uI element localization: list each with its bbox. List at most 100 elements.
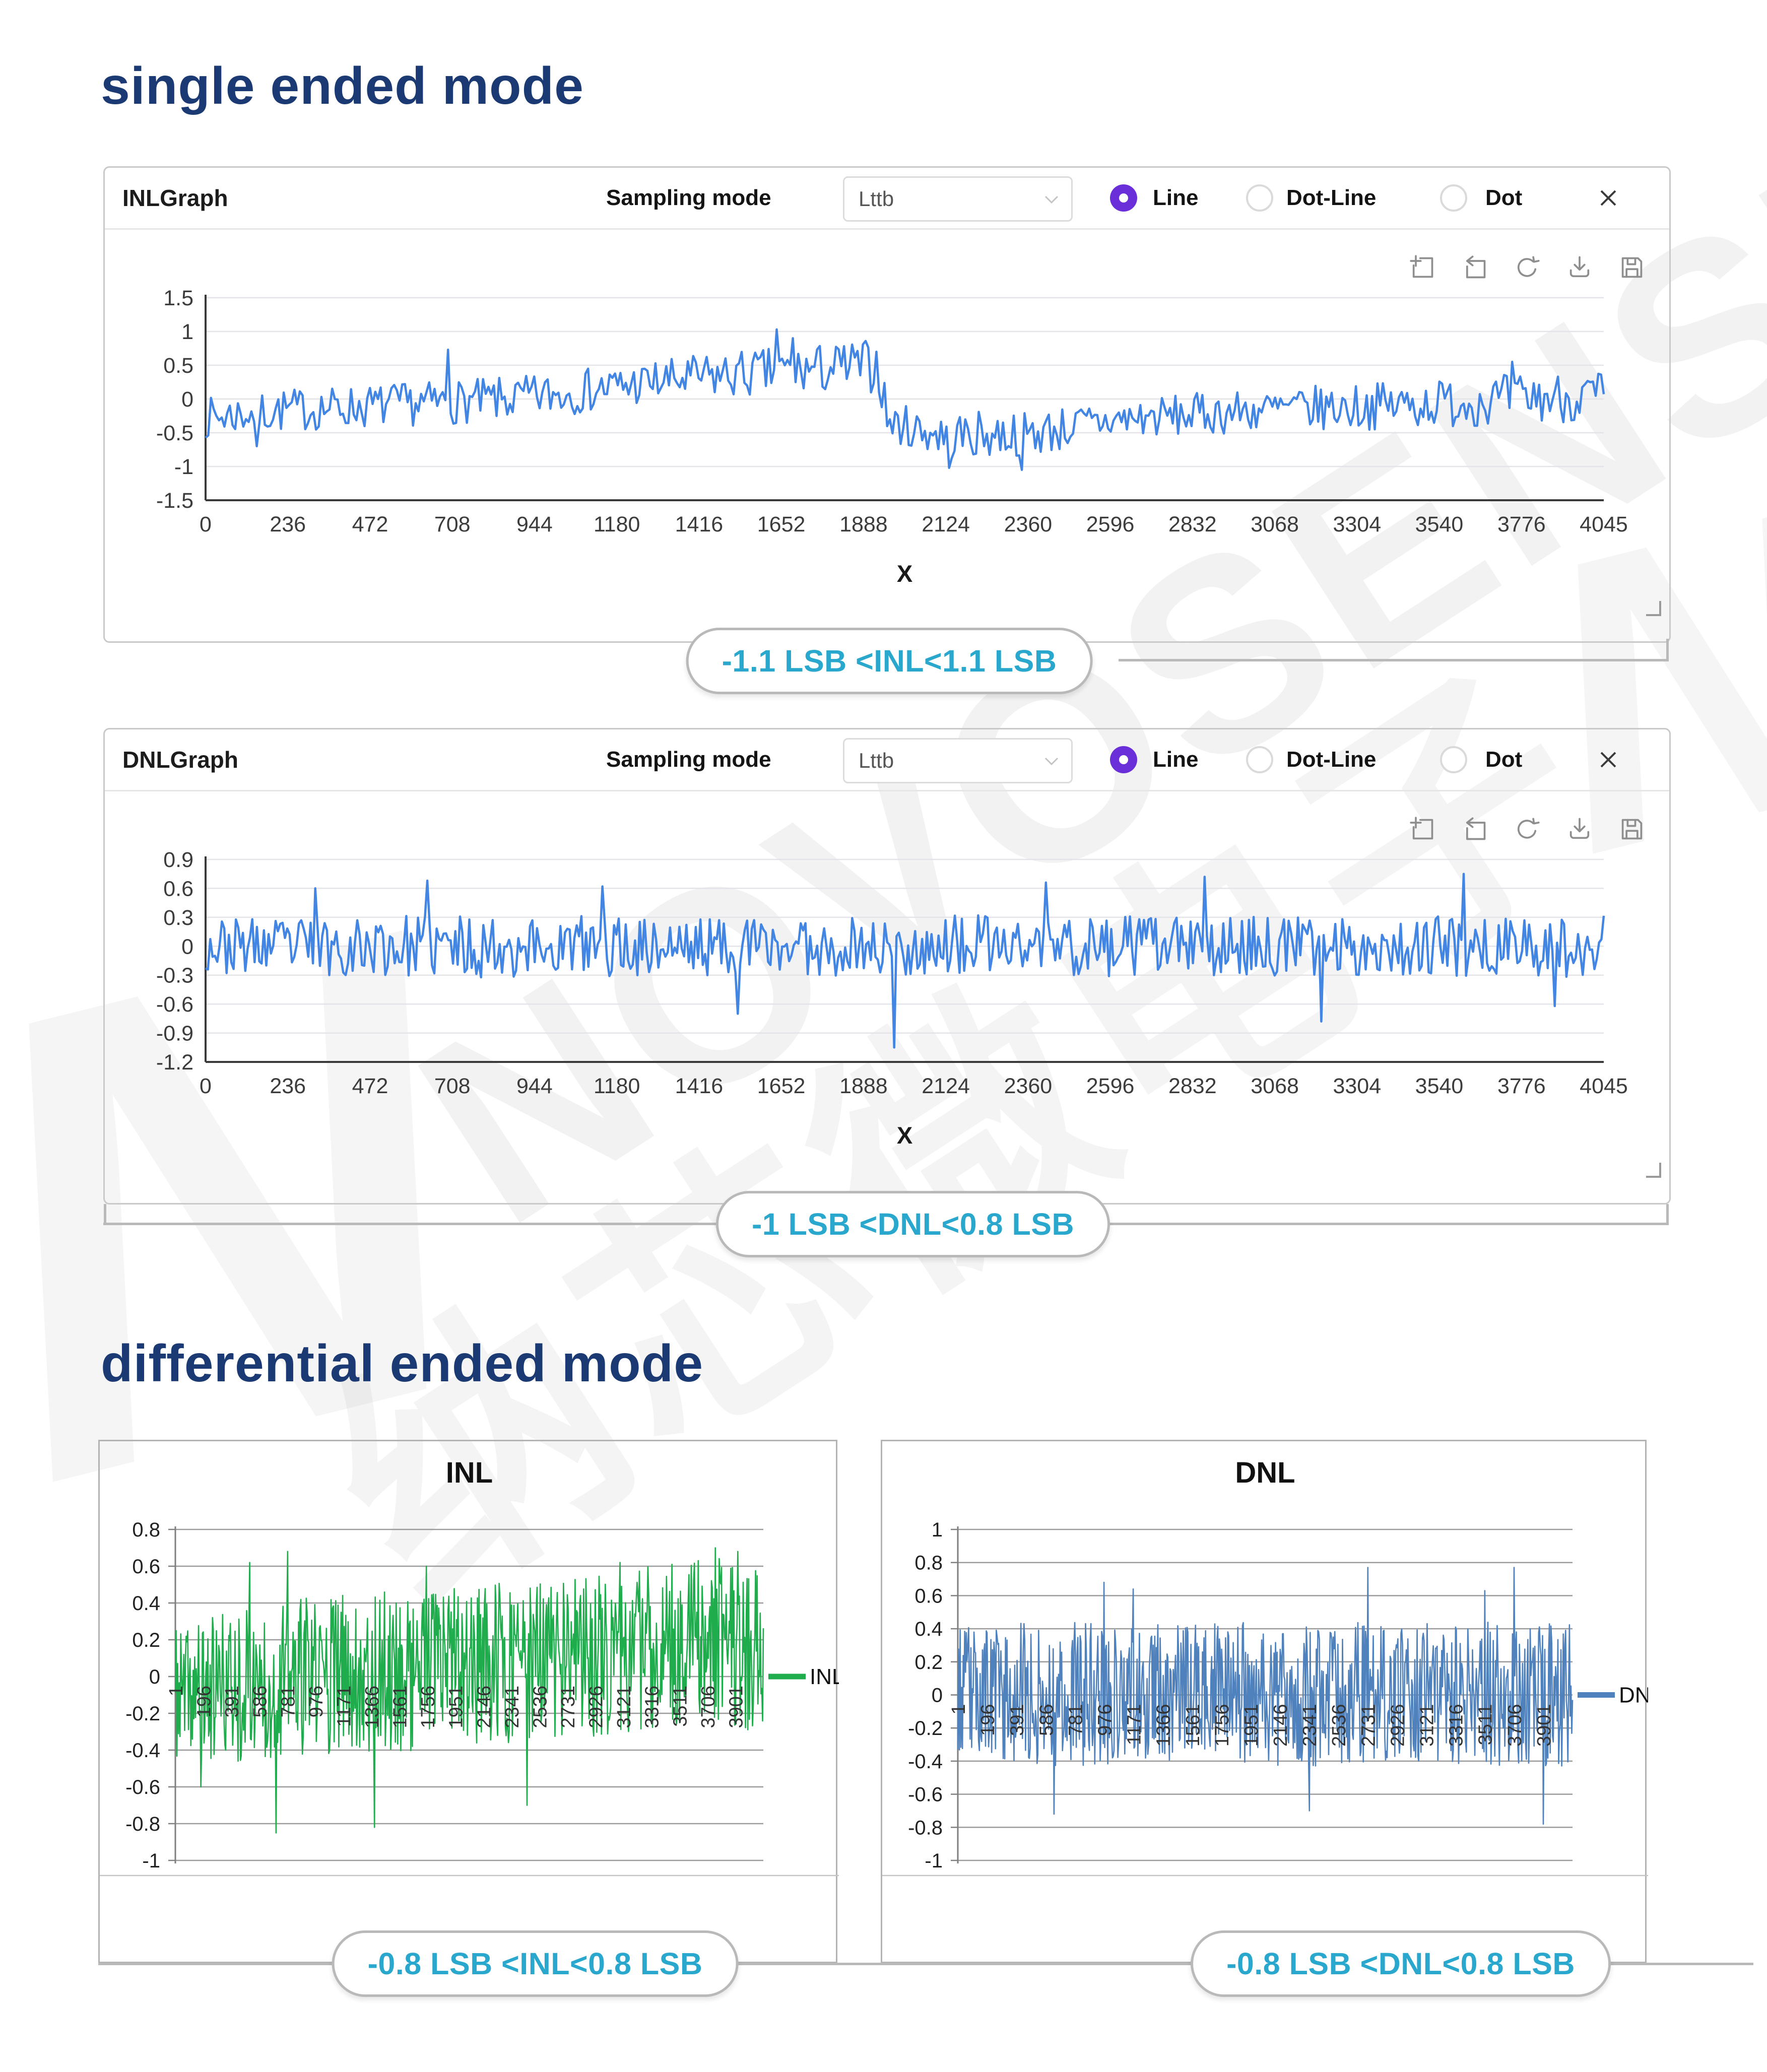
svg-text:2124: 2124 <box>922 512 970 537</box>
inl-diff-spec-callout: -0.8 LSB <INL<0.8 LSB <box>332 1930 739 1997</box>
sampling-mode-select[interactable]: Lttb <box>843 738 1073 783</box>
svg-text:0: 0 <box>181 387 193 412</box>
svg-text:-1: -1 <box>174 455 193 479</box>
svg-text:-0.2: -0.2 <box>125 1703 160 1725</box>
download-icon[interactable] <box>1566 254 1593 281</box>
svg-text:2926: 2926 <box>586 1686 607 1728</box>
svg-text:0.3: 0.3 <box>163 906 193 930</box>
y-axis-labels: 0.9 0.6 0.3 0 -0.3 -0.6 -0.9 -1.2 <box>156 848 193 1075</box>
svg-text:DNL: DNL <box>1619 1683 1648 1708</box>
svg-text:944: 944 <box>516 512 553 537</box>
legend: DNL <box>1578 1683 1663 1708</box>
svg-text:0: 0 <box>200 1074 212 1098</box>
sampling-mode-value: Lttb <box>859 749 894 772</box>
zoom-out-box-icon[interactable] <box>1462 816 1488 842</box>
save-icon[interactable] <box>1619 816 1645 842</box>
x-axis-title: X <box>897 1122 912 1149</box>
svg-text:1416: 1416 <box>675 1074 724 1098</box>
sampling-mode-select[interactable]: Lttb <box>843 176 1073 222</box>
svg-text:0.6: 0.6 <box>163 877 193 901</box>
radio-dot[interactable] <box>1440 184 1467 212</box>
close-icon[interactable] <box>1595 185 1621 211</box>
sampling-mode-label: Sampling mode <box>606 185 771 210</box>
resize-handle-icon[interactable] <box>1646 601 1661 616</box>
svg-text:3121: 3121 <box>1417 1704 1438 1747</box>
svg-text:781: 781 <box>278 1686 299 1717</box>
series-line <box>174 1547 764 1834</box>
svg-text:1171: 1171 <box>1124 1704 1145 1746</box>
svg-text:3511: 3511 <box>1475 1704 1496 1746</box>
y-axis-labels: 1.5 1 0.5 0 -0.5 -1 -1.5 <box>156 286 193 513</box>
radio-label-dot[interactable]: Dot <box>1485 747 1523 772</box>
zoom-in-box-icon[interactable] <box>1409 254 1435 281</box>
radio-label-dot-line[interactable]: Dot-Line <box>1286 747 1377 772</box>
radio-label-line[interactable]: Line <box>1153 185 1199 210</box>
svg-text:586: 586 <box>250 1686 271 1717</box>
svg-text:236: 236 <box>270 1074 306 1098</box>
download-icon[interactable] <box>1566 816 1593 842</box>
resize-handle-icon[interactable] <box>1646 1163 1661 1178</box>
chart-title: INL <box>446 1456 493 1489</box>
svg-text:3901: 3901 <box>726 1686 747 1728</box>
svg-text:1951: 1951 <box>446 1686 467 1728</box>
x-axis-labels: 1 196 391 586 781 976 1171 1366 1561 1756 1951 2146… <box>166 1686 747 1728</box>
section-title-single-ended: single ended mode <box>101 57 584 115</box>
radio-label-dot-line[interactable]: Dot-Line <box>1286 185 1377 210</box>
save-icon[interactable] <box>1619 254 1645 281</box>
svg-text:1756: 1756 <box>1212 1704 1233 1747</box>
sampling-mode-value: Lttb <box>859 187 894 211</box>
chart-toolbar <box>1409 816 1645 842</box>
svg-text:1951: 1951 <box>1241 1704 1262 1747</box>
svg-text:3706: 3706 <box>1504 1704 1526 1747</box>
svg-text:781: 781 <box>1065 1704 1086 1736</box>
svg-text:472: 472 <box>352 1074 388 1098</box>
svg-text:976: 976 <box>306 1686 327 1717</box>
callout-connector <box>98 1963 1753 1965</box>
refresh-icon[interactable] <box>1514 816 1540 842</box>
zoom-in-box-icon[interactable] <box>1409 816 1435 842</box>
svg-text:1366: 1366 <box>362 1686 383 1728</box>
radio-line[interactable] <box>1110 184 1137 212</box>
svg-text:2832: 2832 <box>1168 512 1217 537</box>
callout-connector <box>1666 639 1669 661</box>
svg-text:-1: -1 <box>925 1850 943 1872</box>
refresh-icon[interactable] <box>1514 254 1540 281</box>
sampling-mode-label: Sampling mode <box>606 747 771 772</box>
close-icon[interactable] <box>1595 747 1621 773</box>
svg-text:708: 708 <box>434 512 471 537</box>
svg-text:3316: 3316 <box>1446 1704 1467 1747</box>
svg-text:2360: 2360 <box>1004 512 1053 537</box>
radio-dot-line[interactable] <box>1246 746 1273 773</box>
svg-text:1.5: 1.5 <box>163 286 193 310</box>
radio-line[interactable] <box>1110 746 1137 773</box>
inl-excel-chart: INL 0.8 0.6 0.4 0.2 0 -0.2 -0.4 -0.6 -0.8 -1 1 196 39… <box>100 1441 844 1967</box>
x-axis-labels: 1 196 391 586 781 976 1171 1366 1561 1756 1951 2146… <box>948 1704 1555 1747</box>
svg-text:-1.2: -1.2 <box>156 1050 193 1075</box>
radio-dot-line[interactable] <box>1246 184 1273 212</box>
callout-connector <box>104 1204 106 1224</box>
radio-label-dot[interactable]: Dot <box>1485 185 1523 210</box>
zoom-out-box-icon[interactable] <box>1462 254 1488 281</box>
radio-dot[interactable] <box>1440 746 1467 773</box>
svg-text:-0.6: -0.6 <box>125 1776 160 1798</box>
svg-text:3776: 3776 <box>1497 1074 1546 1098</box>
inl-line-chart: 1.5 1 0.5 0 -0.5 -1 -1.5 0 236 472 708 944 1180 1416 1… <box>105 168 1669 641</box>
radio-label-line[interactable]: Line <box>1153 747 1199 772</box>
svg-text:0: 0 <box>932 1685 943 1707</box>
gridlines <box>206 297 1604 501</box>
svg-text:2146: 2146 <box>474 1686 495 1728</box>
svg-text:-0.6: -0.6 <box>156 992 193 1017</box>
svg-text:-0.9: -0.9 <box>156 1022 193 1046</box>
series-line <box>957 1567 1574 1825</box>
svg-text:3068: 3068 <box>1251 1074 1299 1098</box>
svg-text:1888: 1888 <box>839 512 888 537</box>
dnl-graph-panel: 0.9 0.6 0.3 0 -0.3 -0.6 -0.9 -1.2 0 236 472 708 944 1… <box>103 728 1671 1205</box>
svg-text:391: 391 <box>222 1686 243 1717</box>
svg-text:2341: 2341 <box>1299 1704 1321 1747</box>
axes <box>205 295 1604 501</box>
svg-text:0: 0 <box>149 1666 160 1688</box>
svg-text:1652: 1652 <box>757 1074 806 1098</box>
svg-text:-1.5: -1.5 <box>156 489 193 513</box>
svg-text:1: 1 <box>166 1686 187 1696</box>
svg-text:2731: 2731 <box>1358 1704 1379 1747</box>
